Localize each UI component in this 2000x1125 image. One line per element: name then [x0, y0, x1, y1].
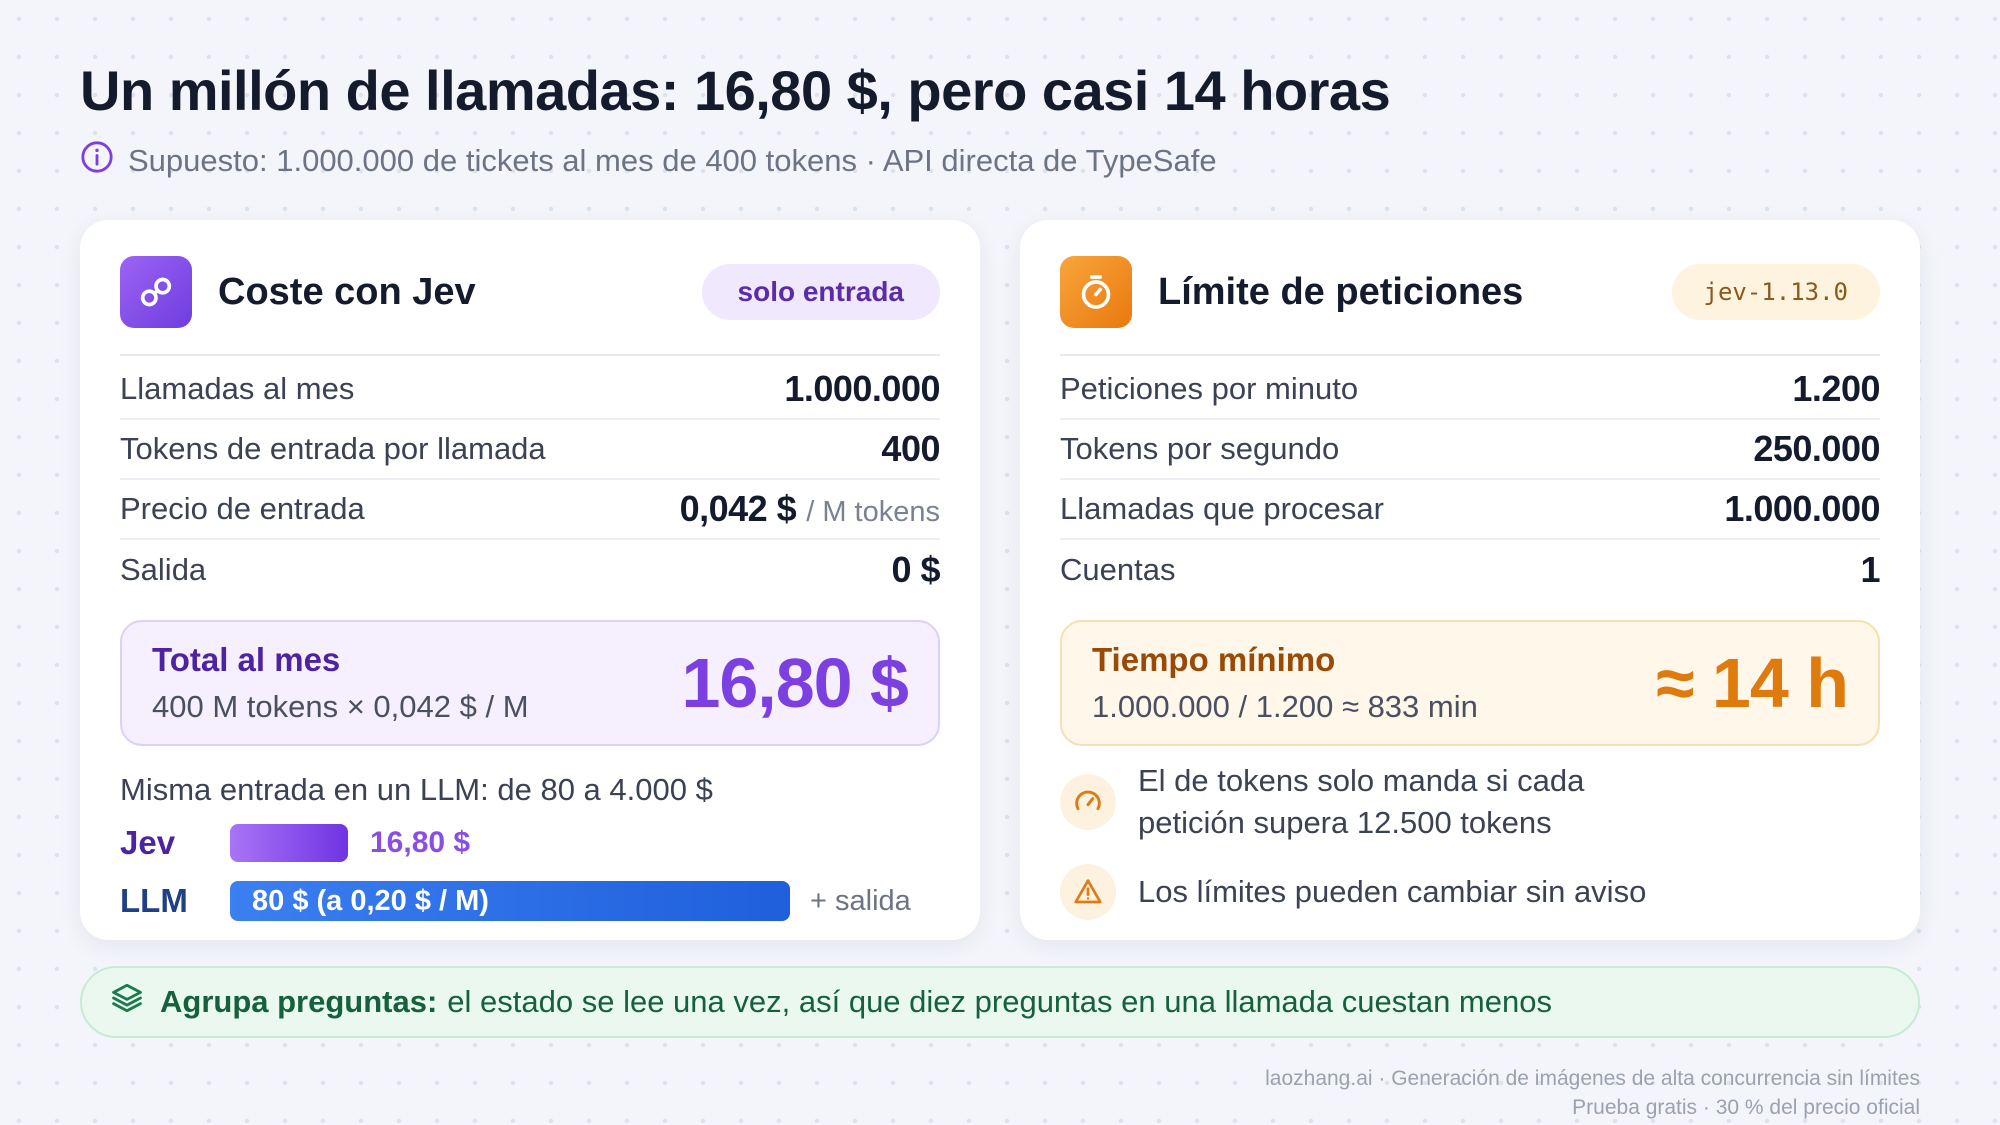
cost-card-title: Coste con Jev — [218, 270, 476, 313]
subtitle-text: Supuesto: 1.000.000 de tickets al mes de… — [128, 143, 1217, 178]
llm-bar-row: LLM 80 $ (a 0,20 $ / M) + salida — [120, 880, 940, 922]
jev-bar-row: Jev 16,80 $ — [120, 822, 940, 864]
page-subtitle: Supuesto: 1.000.000 de tickets al mes de… — [80, 140, 1217, 182]
monthly-total-box: Total al mes 400 M tokens × 0,042 $ / M … — [120, 620, 940, 746]
footer-line: laozhang.ai · Generación de imágenes de … — [1265, 1067, 1920, 1090]
row-value: 1.000.000 — [1724, 488, 1880, 529]
limits-row: Cuentas 1 — [1060, 540, 1880, 600]
limits-rows: Peticiones por minuto 1.200 Tokens por s… — [1060, 360, 1880, 600]
tip-banner: Agrupa preguntas: el estado se lee una v… — [80, 966, 1920, 1038]
cost-row: Llamadas al mes 1.000.000 — [120, 360, 940, 420]
jev-bar-label: Jev — [120, 824, 176, 861]
llm-bar: 80 $ (a 0,20 $ / M) — [230, 881, 790, 921]
total-formula: 400 M tokens × 0,042 $ / M — [152, 689, 529, 724]
row-value: 1.000.000 — [784, 368, 940, 409]
row-label: Peticiones por minuto — [1060, 371, 1359, 406]
gauge-icon — [1060, 774, 1116, 830]
cost-row: Tokens de entrada por llamada 400 — [120, 420, 940, 480]
note-text: Los límites pueden cambiar sin aviso — [1138, 874, 1647, 909]
jev-bar — [230, 824, 348, 862]
total-label: Total al mes — [152, 641, 341, 678]
footer-line: Prueba gratis · 30 % del precio oficial — [1572, 1096, 1920, 1119]
limits-row: Tokens por segundo 250.000 — [1060, 420, 1880, 480]
tip-text: el estado se lee una vez, así que diez p… — [447, 984, 1552, 1019]
version-badge: jev-1.13.0 — [1671, 264, 1880, 320]
divider — [1060, 354, 1880, 356]
limits-row: Llamadas que procesar 1.000.000 — [1060, 480, 1880, 540]
total-value: 16,80 $ — [681, 644, 909, 722]
row-label: Salida — [120, 552, 207, 587]
cost-row: Salida 0 $ — [120, 540, 940, 600]
row-label: Llamadas al mes — [120, 371, 355, 406]
row-label: Tokens por segundo — [1060, 431, 1340, 466]
cost-row: Precio de entrada 0,042 $ / M tokens — [120, 480, 940, 540]
total-value: ≈ 14 h — [1656, 644, 1849, 722]
limits-card-title: Límite de peticiones — [1158, 270, 1524, 313]
limits-card-header: Límite de peticiones jev-1.13.0 — [1060, 256, 1880, 328]
page-title: Un millón de llamadas: 16,80 $, pero cas… — [80, 59, 1391, 122]
note-item: El de tokens solo manda si cada petición… — [1060, 760, 1880, 844]
divider — [120, 354, 940, 356]
row-label: Cuentas — [1060, 552, 1176, 587]
cost-card: Coste con Jev solo entrada Llamadas al m… — [80, 220, 980, 940]
row-label: Precio de entrada — [120, 491, 365, 526]
comparison-title: Misma entrada en un LLM: de 80 a 4.000 $ — [120, 772, 713, 807]
jev-bar-value: 16,80 $ — [370, 826, 471, 859]
row-value: 250.000 — [1753, 428, 1880, 469]
limits-row: Peticiones por minuto 1.200 — [1060, 360, 1880, 420]
note-item: Los límites pueden cambiar sin aviso — [1060, 864, 1880, 920]
stopwatch-icon — [1060, 256, 1132, 328]
row-value: 1.200 — [1792, 368, 1880, 409]
info-icon — [80, 140, 114, 182]
cost-rows: Llamadas al mes 1.000.000 Tokens de entr… — [120, 360, 940, 600]
warning-icon — [1060, 864, 1116, 920]
row-label: Llamadas que procesar — [1060, 491, 1384, 526]
cost-card-header: Coste con Jev solo entrada — [120, 256, 940, 328]
footer: laozhang.ai · Generación de imágenes de … — [1265, 1064, 1920, 1122]
limits-card: Límite de peticiones jev-1.13.0 Peticion… — [1020, 220, 1920, 940]
link-icon — [120, 256, 192, 328]
row-value: 400 — [881, 428, 940, 469]
row-unit: / M tokens — [806, 496, 940, 528]
llm-bar-label: LLM — [120, 882, 188, 919]
layers-icon — [110, 981, 160, 1023]
row-value: 0 $ — [891, 549, 940, 590]
row-value: 0,042 $ / M tokens — [679, 488, 940, 529]
total-label: Tiempo mínimo — [1092, 641, 1336, 678]
minimum-time-box: Tiempo mínimo 1.000.000 / 1.200 ≈ 833 mi… — [1060, 620, 1880, 746]
total-formula: 1.000.000 / 1.200 ≈ 833 min — [1092, 689, 1478, 724]
llm-bar-extra: + salida — [810, 884, 911, 917]
row-value: 1 — [1860, 549, 1880, 590]
note-text: El de tokens solo manda si cada petición… — [1138, 763, 1585, 840]
input-only-badge: solo entrada — [701, 264, 940, 320]
tip-title: Agrupa preguntas: — [160, 984, 438, 1019]
row-label: Tokens de entrada por llamada — [120, 431, 546, 466]
